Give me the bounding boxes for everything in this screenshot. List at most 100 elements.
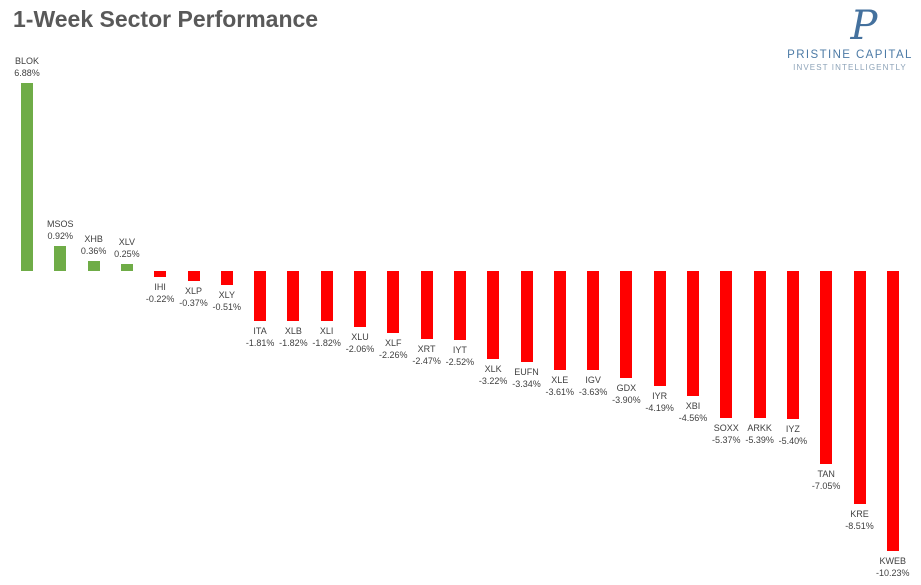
- ticker-label: IYR: [652, 391, 668, 401]
- bar-KRE: [853, 271, 866, 504]
- bar-label-BLOK: BLOK 6.88%: [0, 55, 59, 79]
- value-label: -0.37%: [179, 298, 208, 308]
- value-label: -3.90%: [612, 395, 641, 405]
- bar-label-IHI: IHI -0.22%: [128, 281, 192, 305]
- value-label: -0.22%: [145, 294, 175, 304]
- bar-XLB: [287, 271, 300, 321]
- bar-label-SOXX: SOXX -5.37%: [694, 422, 758, 446]
- ticker-label: XRT: [417, 344, 436, 354]
- value-label: -2.47%: [412, 356, 441, 366]
- ticker-label: XLE: [551, 375, 569, 385]
- logo-monogram-p-icon: P: [850, 3, 878, 49]
- chart-title: 1-Week Sector Performance: [13, 6, 319, 32]
- ticker-label: XBI: [685, 401, 701, 411]
- bar-label-GDX: GDX -3.90%: [594, 382, 658, 406]
- bar-XBI: [687, 271, 699, 396]
- bar-SOXX: [720, 271, 733, 418]
- bar-IYZ: [786, 271, 799, 419]
- bar-label-EUFN: EUFN -3.34%: [495, 366, 559, 390]
- bar-IGV: [587, 271, 600, 370]
- ticker-label: KWEB: [879, 556, 907, 566]
- ticker-label: XLY: [218, 290, 235, 300]
- value-label: -3.22%: [478, 376, 508, 386]
- bar-label-XLU: XLU -2.06%: [328, 331, 392, 355]
- value-label: 0.36%: [80, 246, 107, 256]
- value-label: -1.81%: [245, 338, 275, 348]
- ticker-label: ITA: [253, 326, 267, 336]
- ticker-label: IHI: [154, 282, 166, 292]
- value-label: -3.34%: [512, 379, 541, 389]
- ticker-label: GDX: [616, 383, 637, 393]
- value-label: -5.37%: [712, 435, 741, 445]
- pristine-capital-logo: P PRISTINE CAPITAL INVEST INTELLIGENTLY: [785, 4, 915, 72]
- bar-IHI: [154, 271, 167, 277]
- bar-label-XLE: XLE -3.61%: [528, 374, 592, 398]
- value-label: -0.51%: [212, 302, 242, 312]
- bar-label-KRE: KRE -8.51%: [828, 508, 892, 532]
- value-label: -8.51%: [845, 521, 874, 531]
- bar-label-XHB: XHB 0.36%: [62, 233, 126, 257]
- ticker-label: KRE: [850, 509, 869, 519]
- logo-tagline: INVEST INTELLIGENTLY: [793, 63, 907, 72]
- value-label: -3.61%: [545, 387, 575, 397]
- value-label: 0.92%: [47, 231, 74, 241]
- value-label: -7.05%: [811, 481, 841, 491]
- bar-BLOK: [21, 83, 33, 271]
- bar-label-ARKK: ARKK -5.39%: [728, 422, 792, 446]
- ticker-label: BLOK: [14, 56, 39, 66]
- bar-XLF: [387, 271, 400, 333]
- value-label: -1.82%: [279, 338, 308, 348]
- ticker-label: XLU: [351, 332, 369, 342]
- ticker-label: XHB: [84, 234, 103, 244]
- bar-TAN: [820, 271, 833, 464]
- bar-XHB: [87, 261, 100, 271]
- bar-label-KWEB: KWEB -10.23%: [861, 555, 921, 579]
- bar-label-XLV: XLV 0.25%: [95, 236, 159, 260]
- bar-label-XRT: XRT -2.47%: [395, 343, 459, 367]
- ticker-label: XLI: [319, 326, 334, 336]
- bar-label-IGV: IGV -3.63%: [561, 374, 625, 398]
- bar-ARKK: [753, 271, 766, 418]
- ticker-label: IYZ: [785, 424, 800, 434]
- bar-XLU: [354, 271, 366, 327]
- bar-label-IYR: IYR -4.19%: [628, 390, 692, 414]
- bar-label-XLB: XLB -1.82%: [261, 325, 325, 349]
- bar-label-XLY: XLY -0.51%: [195, 289, 259, 313]
- bar-EUFN: [520, 271, 533, 362]
- bar-label-IYT: IYT -2.52%: [428, 344, 492, 368]
- ticker-label: XLK: [484, 364, 502, 374]
- ticker-label: TAN: [817, 469, 835, 479]
- value-label: -2.06%: [345, 344, 375, 354]
- value-label: -3.63%: [578, 387, 608, 397]
- ticker-label: IGV: [585, 375, 601, 385]
- bar-XLP: [187, 271, 200, 281]
- value-label: -5.39%: [745, 435, 774, 445]
- bar-XLV: [120, 264, 133, 271]
- bar-label-TAN: TAN -7.05%: [794, 468, 858, 492]
- bar-IYR: [653, 271, 666, 386]
- value-label: -2.52%: [445, 357, 475, 367]
- ticker-label: XLV: [118, 237, 136, 247]
- bar-label-XLI: XLI -1.82%: [295, 325, 359, 349]
- value-label: 0.25%: [114, 249, 140, 259]
- bar-label-XLK: XLK -3.22%: [461, 363, 525, 387]
- value-label: -2.26%: [379, 350, 408, 360]
- value-label: -4.56%: [678, 413, 708, 423]
- value-label: -5.40%: [778, 436, 808, 446]
- value-label: -1.82%: [312, 338, 341, 348]
- bar-label-XBI: XBI -4.56%: [661, 400, 725, 424]
- ticker-label: MSOS: [47, 219, 74, 229]
- ticker-label: IYT: [452, 345, 467, 355]
- bar-XLY: [220, 271, 233, 285]
- bar-XRT: [420, 271, 433, 339]
- value-label: 6.88%: [14, 68, 40, 78]
- bar-XLE: [553, 271, 566, 370]
- bar-XLK: [487, 271, 500, 359]
- value-label: -4.19%: [645, 403, 674, 413]
- logo-company-name: PRISTINE CAPITAL: [787, 49, 913, 61]
- value-label: -10.23%: [876, 568, 910, 578]
- ticker-label: XLB: [284, 326, 302, 336]
- ticker-label: XLP: [184, 286, 202, 296]
